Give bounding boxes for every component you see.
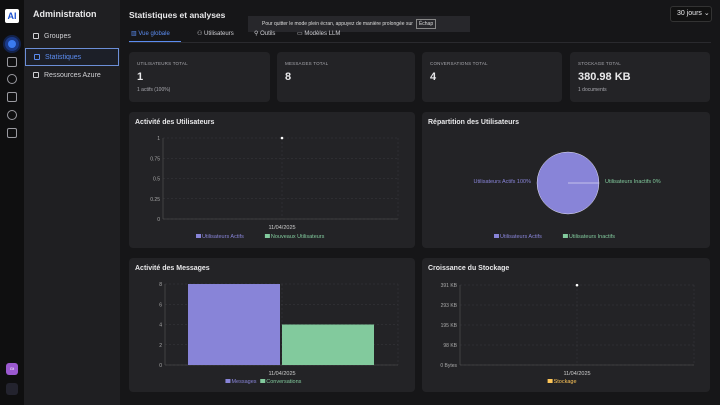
document-icon[interactable] xyxy=(7,92,17,102)
tab-label: Utilisateurs xyxy=(204,31,234,37)
user-activity-card: Activité des Utilisateurs xyxy=(129,112,415,248)
users-icon xyxy=(33,33,39,39)
stat-card-storage: STOCKAGE TOTAL 380.98 KB 1 documents xyxy=(570,52,710,102)
tab-vue-globale[interactable]: ▥ Vue globale xyxy=(129,30,181,42)
message-activity-card: Activité des Messages xyxy=(129,258,415,392)
chart-title: Croissance du Stockage xyxy=(428,265,510,272)
stat-card-users: UTILISATEURS TOTAL 1 1 actifs (100%) xyxy=(129,52,270,102)
icon-rail: AI Gt xyxy=(0,0,24,405)
status-icon[interactable] xyxy=(6,383,18,395)
stat-value: 8 xyxy=(285,71,292,83)
range-value: 30 jours xyxy=(677,10,702,17)
grid-icon[interactable] xyxy=(7,57,17,67)
sidebar-item-groupes[interactable]: Groupes xyxy=(25,28,119,46)
sidebar-item-label: Groupes xyxy=(44,33,71,40)
stat-label: STOCKAGE TOTAL xyxy=(578,61,621,66)
stat-label: MESSAGES TOTAL xyxy=(285,61,329,66)
tab-modeles-llm[interactable]: ▭ Modèles LLM xyxy=(297,31,341,37)
stat-sub: 1 actifs (100%) xyxy=(137,87,171,93)
stat-value: 380.98 KB xyxy=(578,71,631,83)
stat-sub: 1 documents xyxy=(578,87,607,93)
stat-label: CONVERSATIONS TOTAL xyxy=(430,61,488,66)
storage-growth-card: Croissance du Stockage xyxy=(422,258,710,392)
fullscreen-toast: Pour quitter le mode plein écran, appuye… xyxy=(248,16,470,32)
sidebar-title: Administration xyxy=(33,9,97,19)
range-select[interactable]: 30 jours ⌄ xyxy=(670,6,712,22)
tab-label: Outils xyxy=(260,31,276,37)
stat-label: UTILISATEURS TOTAL xyxy=(137,61,188,66)
chart-title: Répartition des Utilisateurs xyxy=(428,119,520,126)
stat-value: 4 xyxy=(430,71,437,83)
app-logo: AI xyxy=(5,9,19,23)
toast-key: Échap xyxy=(415,19,437,29)
tab-outils[interactable]: ⚲ Outils xyxy=(254,31,276,37)
stat-value: 1 xyxy=(137,71,144,83)
page-title: Statistiques et analyses xyxy=(129,10,226,20)
gear-icon[interactable] xyxy=(7,74,17,84)
building-icon[interactable] xyxy=(7,128,17,138)
sidebar-item-statistiques[interactable]: Statistiques xyxy=(25,48,119,66)
user-distribution-card: Répartition des Utilisateurs xyxy=(422,112,710,248)
tab-divider xyxy=(129,42,711,43)
sidebar-item-label: Statistiques xyxy=(45,54,82,61)
stat-card-messages: MESSAGES TOTAL 8 xyxy=(277,52,415,102)
chart-title: Activité des Messages xyxy=(135,265,210,272)
chevron-down-icon: ⌄ xyxy=(703,10,710,17)
sidebar-item-label: Ressources Azure xyxy=(44,72,101,79)
circle-icon[interactable] xyxy=(7,110,17,120)
tab-label: Vue globale xyxy=(138,31,170,37)
stat-card-conversations: CONVERSATIONS TOTAL 4 xyxy=(422,52,562,102)
chart-icon xyxy=(34,54,40,60)
home-icon[interactable] xyxy=(5,37,19,51)
sidebar: Administration Groupes Statistiques Ress… xyxy=(24,0,120,405)
avatar[interactable]: Gt xyxy=(6,363,18,375)
tab-label: Modèles LLM xyxy=(304,31,341,37)
chart-title: Activité des Utilisateurs xyxy=(135,119,215,126)
tab-utilisateurs[interactable]: ⚇ Utilisateurs xyxy=(197,31,234,37)
sidebar-item-ressources-azure[interactable]: Ressources Azure xyxy=(25,67,119,85)
toast-text: Pour quitter le mode plein écran, appuye… xyxy=(262,21,413,27)
database-icon xyxy=(33,72,39,78)
